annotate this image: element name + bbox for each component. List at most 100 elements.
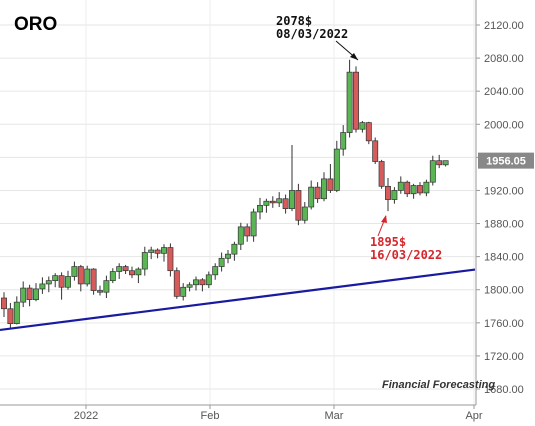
candle [135,267,142,284]
candle-body [218,257,225,267]
candle [353,66,359,133]
candle [193,276,199,291]
candle [301,202,308,224]
y-tick-label: 1720.00 [484,351,524,363]
candle-body [180,286,187,297]
candle [218,252,225,272]
candle [372,137,379,164]
candle [90,268,97,295]
candle [154,248,161,259]
candle [269,196,276,208]
candle [77,264,84,292]
candle-body [65,276,71,288]
candle-body [359,122,366,130]
candle-body [301,206,308,221]
candle [97,285,103,296]
candle-body [340,132,347,150]
candle-body [135,268,142,276]
candle [385,178,391,212]
candle-body [225,253,231,259]
candle-body [193,279,199,286]
candle [84,265,91,287]
candle-body [321,178,327,200]
candle [346,59,353,138]
candle [244,223,251,242]
candle-body [244,226,251,237]
candle [314,182,321,203]
x-tick-label: 2022 [74,410,98,422]
candle [52,273,59,288]
candle [429,155,436,186]
candle-body [385,185,391,200]
candle-body [404,181,411,195]
y-tick-label: 1760.00 [484,318,524,330]
candle-body [154,249,161,254]
candle-body [1,297,7,310]
candle-body [109,271,116,281]
candle-body [295,190,302,221]
candle [65,270,71,290]
trendline-line [0,268,476,332]
candle [173,267,180,299]
candle [225,250,231,264]
candle [397,176,404,194]
chart-title: ORO [14,14,58,35]
candle [45,276,52,293]
candle [404,180,411,198]
candle-body [84,268,91,285]
candle [295,183,302,226]
candle-body [442,160,449,166]
candle [321,172,327,202]
candle-body [417,185,423,194]
candle [20,281,27,308]
watermark: Financial Forecasting [382,379,495,391]
candle-body [269,200,276,204]
annotations: 2078$08/03/2022 1895$16/03/2022 [276,14,442,262]
candle-body [257,204,263,213]
candle-body [103,280,110,293]
candle-body [97,290,103,293]
y-tick-label: 2000.00 [484,119,524,131]
y-tick-label: 2080.00 [484,53,524,65]
candle [391,187,398,204]
candle-body [45,280,52,285]
candle [340,125,347,156]
candle-body [397,181,404,191]
candle-body [161,247,167,254]
candle-body [237,226,244,245]
candle [1,292,7,318]
candle-body [205,274,212,286]
candle [109,268,116,284]
x-tick-label: Mar [325,410,344,422]
candle [141,246,148,276]
y-tick-label: 1840.00 [484,252,524,264]
candle-body [353,71,359,130]
candle-body [26,287,33,301]
candle [231,241,238,261]
candle [186,282,193,292]
annotation-low-price: 1895$ [370,235,406,249]
candle-body [378,161,385,187]
candle-body [365,122,372,142]
candle-body [423,181,430,194]
candle [103,275,110,298]
candle-body [39,283,46,290]
candle-body [33,288,39,301]
annotation-high-price: 2078$ [276,14,312,28]
candle [378,159,385,189]
candle-body [116,266,123,272]
candle [289,144,295,212]
candle-body [58,275,65,288]
y-tick-label: 1920.00 [484,185,524,197]
candle-body [391,190,398,200]
candle [436,154,443,169]
candle-body [122,266,129,272]
candle [359,120,366,133]
candle-body [410,185,417,195]
y-tick-label: 2040.00 [484,86,524,98]
candle-body [7,308,14,324]
candle [237,222,244,251]
annotation-high-arrowhead [350,53,358,60]
